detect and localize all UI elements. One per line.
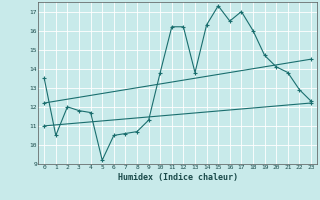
X-axis label: Humidex (Indice chaleur): Humidex (Indice chaleur) [118, 173, 238, 182]
